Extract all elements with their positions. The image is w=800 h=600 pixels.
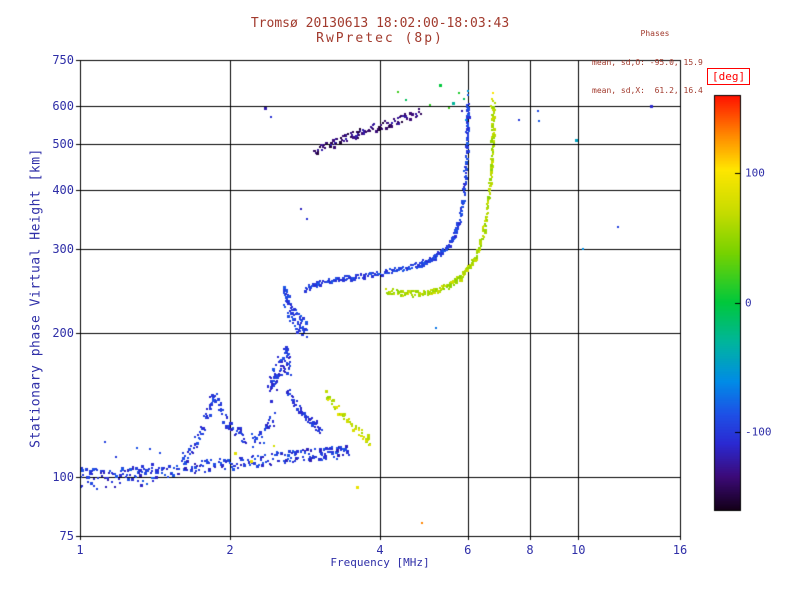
colorbar-tick-label: 100 (745, 166, 765, 180)
x-tick-label: 16 (672, 543, 688, 557)
x-tick-label: 4 (376, 543, 384, 557)
phase-stats-block: Phases mean, sd,O: -95.0, 15.9 mean, sd,… (592, 10, 718, 115)
colorbar-unit-label: [deg] (707, 68, 751, 85)
y-tick-label: 600 (52, 99, 74, 114)
y-tick-label: 200 (52, 326, 74, 341)
x-tick-label: 6 (464, 543, 472, 557)
x-axis-title: Frequency [MHz] (330, 556, 430, 569)
y-axis-title: Stationary phase Virtual Height [km] (28, 148, 44, 448)
phase-stats-title: Phases (640, 29, 670, 38)
x-tick-label: 2 (226, 543, 234, 557)
y-tick-label: 500 (52, 136, 74, 151)
x-tick-label: 8 (526, 543, 534, 557)
plot-title: Tromsø 20130613 18:02:00-18:03:43 (250, 16, 510, 31)
phase-stats-o-mode: mean, sd,O: -95.0, 15.9 (592, 57, 703, 67)
phase-stats-x-mode: mean, sd,X: 61.2, 16.4 (592, 86, 703, 95)
y-tick-label: 100 (52, 469, 74, 484)
colorbar-tick-label: -100 (745, 425, 772, 439)
x-tick-label: 1 (76, 543, 84, 557)
y-tick-label: 300 (52, 242, 74, 257)
colorbar-tick-label: 0 (745, 296, 752, 309)
x-tick-label: 10 (571, 543, 586, 557)
y-tick-label: 750 (52, 53, 74, 67)
plot-subtitle: RwPretec (8p) (316, 31, 444, 46)
y-tick-label: 400 (52, 182, 74, 197)
y-tick-label: 75 (59, 529, 74, 543)
